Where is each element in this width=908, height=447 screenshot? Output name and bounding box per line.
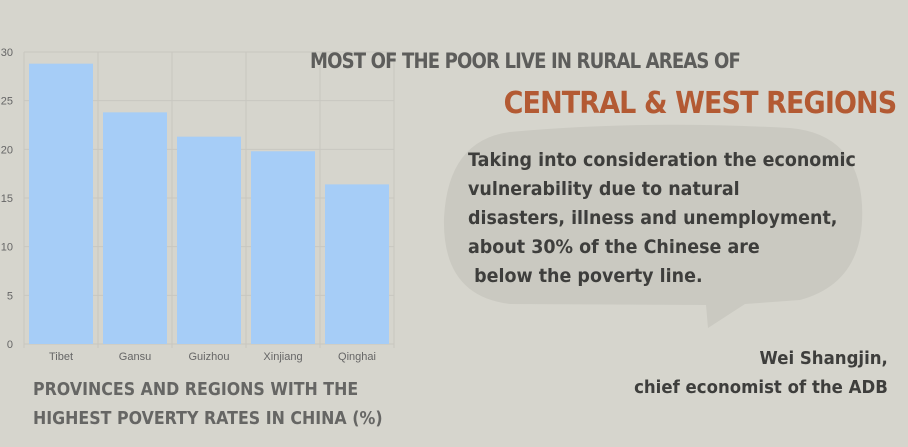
quote-text: Taking into consideration the economic v… bbox=[468, 146, 856, 291]
caption-line-1: PROVINCES AND REGIONS WITH THE bbox=[33, 379, 359, 400]
y-tick-label: 15 bbox=[1, 193, 13, 205]
y-tick-label: 5 bbox=[7, 290, 13, 302]
quote-line: disasters, illness and unemployment, bbox=[468, 207, 838, 229]
bar-gansu bbox=[103, 112, 167, 344]
x-axis-ticks: Tibet Gansu Guizhou Xinjiang Qinghai bbox=[49, 351, 376, 363]
chart-caption: PROVINCES AND REGIONS WITH THE HIGHEST P… bbox=[33, 375, 383, 433]
x-tick-label: Gansu bbox=[119, 351, 151, 363]
bar-xinjiang bbox=[251, 151, 315, 344]
bar-guizhou bbox=[177, 136, 241, 344]
quote-line: Taking into consideration the economic bbox=[468, 149, 856, 171]
x-tick-label: Guizhou bbox=[189, 351, 230, 363]
quote-attribution: Wei Shangjin, chief economist of the ADB bbox=[634, 344, 888, 402]
x-tick-label: Xinjiang bbox=[263, 351, 302, 363]
bars bbox=[29, 63, 389, 345]
headline-line-1: MOST OF THE POOR LIVE IN RURAL AREAS OF bbox=[310, 49, 741, 73]
author-title: chief economist of the ADB bbox=[634, 377, 888, 398]
caption-line-2: HIGHEST POVERTY RATES IN CHINA (%) bbox=[33, 408, 383, 429]
y-tick-label: 10 bbox=[1, 242, 13, 254]
quote-line: vulnerability due to natural bbox=[468, 178, 740, 200]
quote-line: about 30% of the Chinese are bbox=[468, 236, 760, 258]
y-tick-label: 0 bbox=[7, 339, 13, 351]
x-tick-label: Qinghai bbox=[338, 351, 376, 363]
quote-line: below the poverty line. bbox=[468, 265, 703, 287]
y-tick-label: 30 bbox=[1, 47, 13, 59]
y-tick-label: 25 bbox=[1, 96, 13, 108]
y-axis-ticks: 0 5 10 15 20 25 30 bbox=[1, 47, 13, 351]
bar-qinghai bbox=[325, 184, 389, 344]
headline-line-2: CENTRAL & WEST REGIONS bbox=[503, 86, 897, 121]
x-tick-label: Tibet bbox=[49, 351, 73, 363]
y-tick-label: 20 bbox=[1, 144, 13, 156]
author-name: Wei Shangjin, bbox=[759, 348, 888, 369]
bar-tibet bbox=[29, 63, 93, 345]
